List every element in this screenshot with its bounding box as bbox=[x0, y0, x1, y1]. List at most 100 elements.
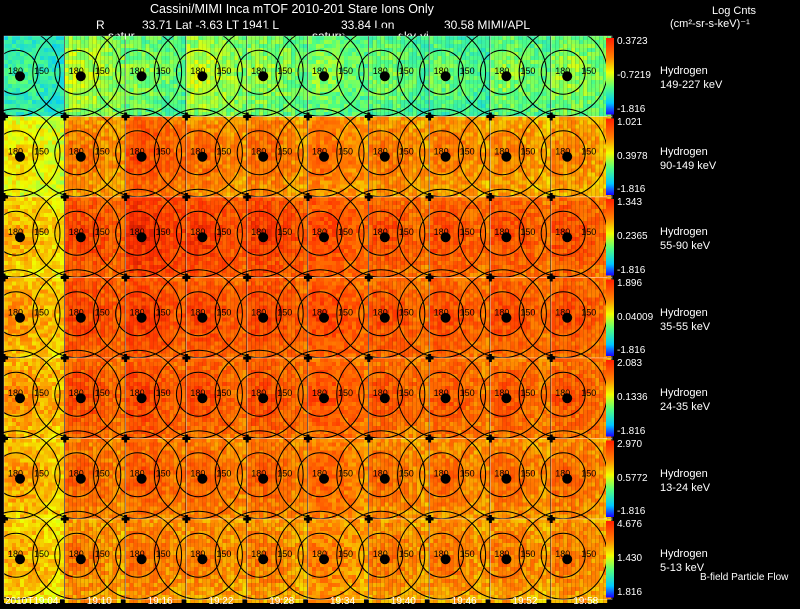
ring-label: 180 bbox=[494, 66, 509, 76]
colorbar-max-label: 4.676 bbox=[617, 519, 642, 530]
colorbar-min-label: 1.816 bbox=[617, 587, 642, 598]
ring-label: 150 bbox=[399, 308, 414, 318]
ring-label: 150 bbox=[156, 308, 171, 318]
colorbar bbox=[606, 280, 614, 357]
species-name: Hydrogen bbox=[660, 226, 708, 238]
ring-label: 150 bbox=[581, 227, 596, 237]
colorbar-max-label: 2.970 bbox=[617, 439, 642, 450]
ring-label: 180 bbox=[373, 66, 388, 76]
ring-label: 180 bbox=[190, 549, 205, 559]
ring-label: 150 bbox=[581, 147, 596, 157]
energy-range: 149-227 keV bbox=[660, 79, 722, 91]
ring-label: 180 bbox=[130, 469, 145, 479]
ring-label: 180 bbox=[69, 227, 84, 237]
ring-label: 180 bbox=[312, 66, 327, 76]
energy-range: 35-55 keV bbox=[660, 321, 710, 333]
colorbar-min-label: -1.816 bbox=[617, 426, 645, 437]
ring-label: 180 bbox=[251, 469, 266, 479]
ring-label: 150 bbox=[338, 147, 353, 157]
ring-label: 150 bbox=[460, 66, 475, 76]
species-name: Hydrogen bbox=[660, 468, 708, 480]
ring-label: 150 bbox=[277, 227, 292, 237]
ring-label: 180 bbox=[373, 308, 388, 318]
colorbar bbox=[606, 199, 614, 276]
ring-label: 150 bbox=[277, 147, 292, 157]
ring-label: 180 bbox=[8, 66, 23, 76]
ring-label: 150 bbox=[460, 469, 475, 479]
ring-label: 150 bbox=[460, 388, 475, 398]
ring-label: 180 bbox=[373, 227, 388, 237]
ring-label: 150 bbox=[216, 549, 231, 559]
species-label: Hydrogen 35-55 keV bbox=[660, 306, 710, 334]
species-name: Hydrogen bbox=[660, 548, 708, 560]
ring-label: 150 bbox=[460, 308, 475, 318]
colorbar-max-label: 1.343 bbox=[617, 197, 642, 208]
ring-label: 150 bbox=[520, 388, 535, 398]
ring-label: 180 bbox=[434, 147, 449, 157]
ring-label: 180 bbox=[434, 308, 449, 318]
ring-label: 180 bbox=[190, 388, 205, 398]
ring-label: 150 bbox=[156, 66, 171, 76]
ring-label: 150 bbox=[581, 469, 596, 479]
species-label: Hydrogen 149-227 keV bbox=[660, 64, 722, 92]
ring-label: 180 bbox=[555, 388, 570, 398]
ring-label: 180 bbox=[373, 549, 388, 559]
ring-label: 180 bbox=[312, 549, 327, 559]
species-label: Hydrogen 5-13 keV bbox=[660, 547, 708, 575]
ring-label: 150 bbox=[520, 66, 535, 76]
colorbar-min-label: -1.816 bbox=[617, 184, 645, 195]
ring-label: 180 bbox=[130, 227, 145, 237]
ring-label: 150 bbox=[95, 469, 110, 479]
ring-label: 180 bbox=[555, 147, 570, 157]
time-tick-label: 19:22 bbox=[208, 596, 233, 607]
ring-label: 150 bbox=[95, 227, 110, 237]
colorbar-mid-label: 0.3978 bbox=[617, 151, 648, 162]
ring-label: 150 bbox=[399, 388, 414, 398]
ring-label: 180 bbox=[373, 147, 388, 157]
ring-label: 180 bbox=[130, 388, 145, 398]
ring-label: 180 bbox=[312, 469, 327, 479]
energy-range: 5-13 keV bbox=[660, 562, 704, 574]
ring-label: 180 bbox=[555, 227, 570, 237]
ring-label: 180 bbox=[69, 388, 84, 398]
ring-label: 150 bbox=[34, 469, 49, 479]
bfield-legend: B-field Particle Flow bbox=[700, 572, 788, 583]
ring-label: 150 bbox=[399, 66, 414, 76]
ring-label: 180 bbox=[8, 147, 23, 157]
ring-label: 180 bbox=[312, 308, 327, 318]
ring-label: 180 bbox=[494, 549, 509, 559]
ring-label: 150 bbox=[156, 388, 171, 398]
colorbar-mid-label: 0.04009 bbox=[617, 312, 653, 323]
ring-label: 180 bbox=[434, 66, 449, 76]
colorbar-mid-label: 0.2365 bbox=[617, 231, 648, 242]
ring-label: 150 bbox=[34, 549, 49, 559]
ring-label: 180 bbox=[555, 549, 570, 559]
time-tick-label: 19:10 bbox=[87, 596, 112, 607]
ring-label: 150 bbox=[156, 147, 171, 157]
colorbar-min-label: -1.816 bbox=[617, 265, 645, 276]
ring-label: 180 bbox=[130, 147, 145, 157]
colorbar bbox=[606, 360, 614, 437]
species-name: Hydrogen bbox=[660, 307, 708, 319]
ring-label: 150 bbox=[216, 147, 231, 157]
colorbar-max-label: 2.083 bbox=[617, 358, 642, 369]
ring-label: 180 bbox=[190, 469, 205, 479]
ring-label: 180 bbox=[130, 549, 145, 559]
ring-label: 150 bbox=[277, 66, 292, 76]
energy-range: 24-35 keV bbox=[660, 401, 710, 413]
time-tick-label: 19:34 bbox=[330, 596, 355, 607]
ring-label: 180 bbox=[8, 388, 23, 398]
ring-label: 150 bbox=[277, 308, 292, 318]
time-tick-label: 2010T19:04 bbox=[5, 596, 58, 607]
colorbar bbox=[606, 38, 614, 115]
species-label: Hydrogen 24-35 keV bbox=[660, 386, 710, 414]
ring-label: 180 bbox=[251, 66, 266, 76]
ring-label: 150 bbox=[399, 549, 414, 559]
ring-label: 150 bbox=[34, 66, 49, 76]
ring-label: 150 bbox=[338, 549, 353, 559]
ring-label: 150 bbox=[34, 147, 49, 157]
ring-label: 150 bbox=[95, 308, 110, 318]
